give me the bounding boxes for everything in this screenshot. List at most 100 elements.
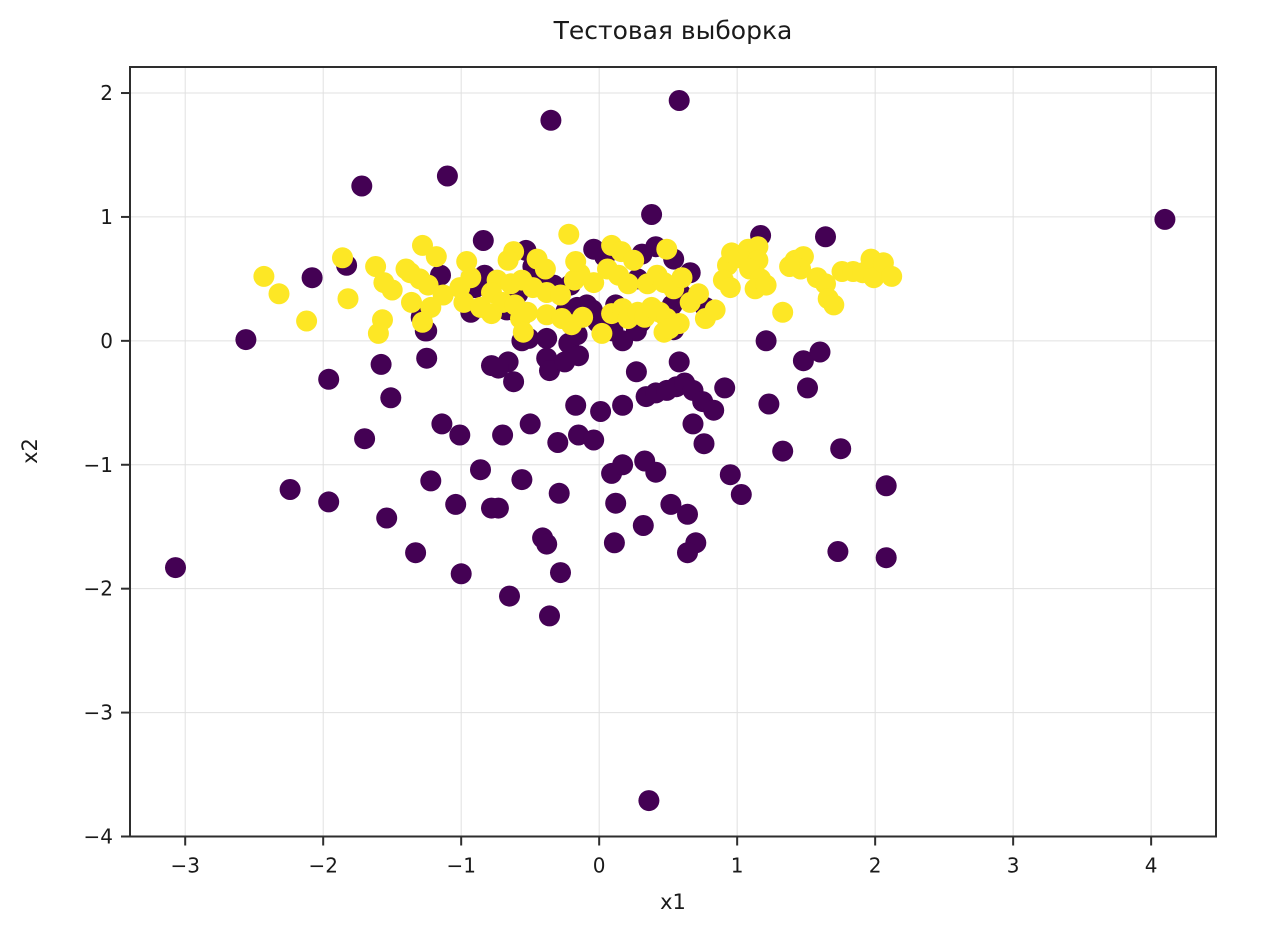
scatter-point-class-1 — [583, 272, 605, 294]
scatter-point-class-1 — [671, 267, 693, 289]
scatter-point-class-1 — [253, 265, 275, 287]
scatter-point-class-1 — [772, 301, 794, 323]
scatter-point-class-1 — [516, 301, 538, 323]
scatter-point-class-0 — [548, 482, 570, 504]
scatter-point-class-0 — [605, 492, 627, 514]
scatter-point-class-0 — [519, 413, 541, 435]
scatter-point-class-0 — [499, 585, 520, 607]
scatter-point-class-0 — [719, 464, 741, 486]
scatter-point-class-1 — [704, 299, 726, 321]
x-tick-label: 4 — [1145, 854, 1158, 878]
scatter-point-class-1 — [823, 294, 845, 316]
y-tick-label: −3 — [84, 701, 113, 725]
x-tick-label: 0 — [593, 854, 606, 878]
scatter-point-class-0 — [755, 330, 777, 352]
scatter-point-class-1 — [881, 265, 903, 287]
scatter-point-class-0 — [279, 479, 301, 500]
scatter-point-class-0 — [660, 493, 682, 515]
scatter-point-class-0 — [380, 387, 402, 409]
scatter-point-class-1 — [367, 322, 389, 344]
scatter-point-class-1 — [550, 284, 571, 306]
scatter-point-class-0 — [445, 493, 467, 515]
x-tick-label: 2 — [869, 854, 882, 878]
scatter-point-class-1 — [456, 251, 478, 272]
scatter-point-class-1 — [425, 246, 447, 268]
scatter-point-class-0 — [612, 394, 634, 416]
scatter-point-class-0 — [405, 542, 427, 564]
scatter-point-class-1 — [591, 322, 613, 344]
scatter-point-class-0 — [550, 562, 571, 584]
scatter-point-class-0 — [416, 347, 438, 369]
scatter-point-class-0 — [318, 491, 340, 513]
scatter-point-class-0 — [547, 432, 569, 453]
scatter-point-class-0 — [1154, 208, 1176, 230]
y-tick-label: 1 — [100, 205, 113, 229]
scatter-point-class-0 — [668, 351, 690, 373]
x-tick-label: 3 — [1007, 854, 1020, 878]
scatter-point-class-1 — [381, 279, 403, 301]
scatter-point-class-0 — [612, 330, 634, 352]
scatter-point-class-1 — [268, 283, 290, 305]
scatter-point-class-0 — [351, 175, 373, 197]
scatter-point-class-1 — [863, 267, 885, 289]
scatter-point-class-0 — [318, 368, 340, 390]
x-axis-label: x1 — [660, 890, 686, 914]
scatter-point-class-1 — [534, 258, 556, 280]
scatter-point-class-0 — [376, 507, 398, 529]
scatter-point-class-0 — [830, 438, 852, 460]
scatter-point-class-1 — [337, 288, 359, 310]
scatter-point-class-0 — [503, 371, 525, 393]
scatter-point-class-0 — [583, 429, 605, 451]
scatter-point-class-0 — [472, 230, 494, 251]
scatter-point-class-0 — [677, 503, 698, 525]
scatter-point-class-1 — [572, 306, 594, 328]
scatter-point-class-1 — [512, 321, 534, 343]
scatter-point-class-0 — [590, 401, 612, 422]
scatter-point-class-1 — [453, 291, 475, 313]
scatter-point-class-0 — [565, 394, 587, 416]
scatter-point-class-1 — [558, 223, 580, 245]
scatter-point-class-0 — [668, 90, 690, 111]
scatter-point-class-1 — [296, 310, 318, 332]
scatter-point-class-0 — [772, 440, 794, 462]
scatter-point-class-1 — [623, 249, 645, 271]
scatter-point-class-0 — [511, 469, 533, 491]
scatter-point-class-0 — [703, 399, 725, 421]
scatter-point-class-0 — [730, 484, 752, 505]
scatter-point-class-0 — [492, 424, 514, 446]
scatter-point-class-1 — [755, 274, 777, 296]
scatter-point-class-0 — [235, 329, 257, 351]
scatter-point-class-0 — [536, 533, 558, 555]
scatter-point-class-0 — [540, 109, 562, 131]
x-tick-label: −3 — [170, 854, 199, 878]
scatter-point-class-0 — [645, 461, 667, 483]
scatter-point-class-1 — [779, 256, 801, 277]
scatter-point-class-1 — [617, 273, 639, 295]
scatter-point-class-0 — [693, 433, 715, 455]
scatter-point-class-0 — [603, 532, 625, 554]
scatter-point-class-1 — [420, 296, 442, 318]
x-tick-label: −1 — [446, 854, 475, 878]
y-tick-label: −2 — [84, 577, 113, 601]
scatter-point-class-0 — [370, 353, 392, 375]
scatter-point-class-0 — [714, 377, 736, 399]
scatter-point-class-0 — [792, 350, 814, 372]
y-tick-label: 2 — [100, 81, 113, 105]
axes-spines — [129, 66, 1217, 838]
scatter-point-class-0 — [875, 547, 897, 569]
y-tick-label: −1 — [84, 453, 113, 477]
y-axis-label: x2 — [18, 438, 42, 464]
scatter-point-class-1 — [679, 291, 701, 313]
scatter-point-class-0 — [487, 357, 509, 379]
scatter-point-class-0 — [165, 557, 186, 579]
scatter-point-class-0 — [625, 361, 647, 383]
scatter-point-class-0 — [539, 605, 560, 627]
scatter-point-class-1 — [401, 291, 422, 313]
scatter-point-class-0 — [815, 226, 836, 248]
scatter-point-class-1 — [719, 277, 741, 299]
scatter-point-class-1 — [497, 249, 519, 271]
x-tick-label: −2 — [308, 854, 337, 878]
scatter-point-class-1 — [656, 238, 678, 260]
scatter-point-class-1 — [365, 256, 387, 277]
